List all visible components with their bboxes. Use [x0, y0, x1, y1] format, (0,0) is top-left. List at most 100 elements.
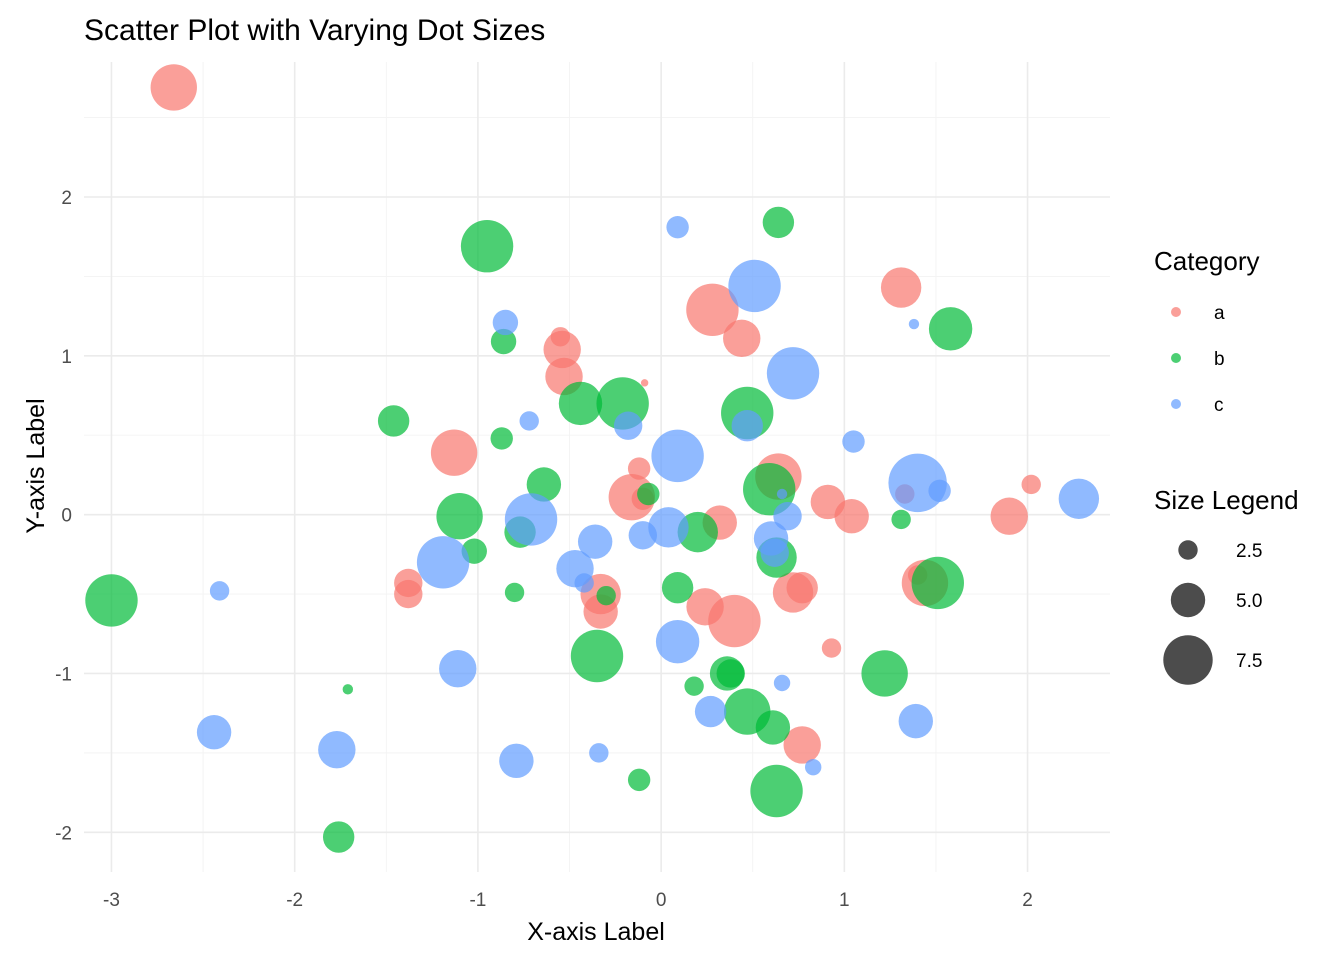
size-legend-label: 2.5 [1236, 541, 1262, 562]
data-point-a [880, 267, 922, 308]
data-point-b [661, 572, 694, 604]
data-point-a [834, 499, 869, 534]
data-point-b [526, 467, 562, 502]
data-point-c [574, 573, 594, 593]
y-tick-label: -1 [55, 664, 72, 685]
data-point-a [708, 594, 761, 648]
x-tick-label: -1 [469, 890, 486, 911]
data-point-b [891, 509, 911, 530]
size-legend-entries: 2.5 5.0 7.5 [1163, 540, 1262, 685]
color-legend-title: Category [1154, 246, 1260, 276]
data-point-b [596, 585, 616, 606]
data-point-c [760, 538, 789, 567]
data-point-b [377, 405, 410, 437]
y-tick-label: 1 [61, 347, 72, 368]
data-point-b [436, 493, 483, 540]
data-point-a [723, 319, 761, 358]
data-point-a [990, 497, 1028, 535]
size-legend-key [1178, 540, 1198, 560]
data-point-b [322, 821, 355, 853]
data-point-b [716, 659, 745, 688]
data-point-c [773, 674, 791, 692]
data-point-b [342, 684, 354, 695]
data-point-b [750, 764, 803, 818]
data-point-c [577, 524, 613, 559]
data-point-b [637, 482, 660, 506]
data-point-c [766, 347, 820, 400]
data-point-a [430, 429, 478, 476]
data-point-b [460, 220, 514, 273]
data-point-c [416, 536, 470, 589]
y-tick-label: 2 [61, 188, 72, 209]
data-point-b [762, 206, 795, 239]
data-point-c [318, 731, 356, 769]
chart-title: Scatter Plot with Varying Dot Sizes [84, 14, 545, 47]
x-tick-label: 2 [1022, 890, 1033, 911]
data-point-b [85, 574, 138, 627]
data-point-c [898, 703, 933, 739]
data-point-a [543, 330, 581, 369]
color-legend-label: a [1214, 303, 1225, 324]
size-legend-label: 5.0 [1236, 591, 1262, 612]
data-point-c [655, 620, 700, 664]
x-axis-title: X-axis Label [527, 918, 665, 946]
data-point-a [786, 572, 818, 604]
data-point-c [439, 650, 477, 688]
data-point-c [728, 259, 781, 313]
data-point-c [928, 479, 951, 503]
color-legend-key-c [1171, 399, 1181, 409]
axes: -3 -2 -1 0 1 2 -2 -1 0 1 2 [55, 188, 1033, 911]
data-point-a [1021, 474, 1041, 495]
y-axis-title: Y-axis Label [22, 398, 50, 533]
color-legend-entries: a b c [1171, 303, 1225, 416]
y-tick-label: 0 [61, 506, 72, 527]
data-point-c [492, 309, 519, 336]
data-point-b [490, 427, 513, 450]
data-point-c [908, 318, 920, 330]
x-tick-label: 0 [656, 890, 667, 911]
data-point-a [640, 379, 649, 387]
size-legend-key [1170, 582, 1206, 618]
data-point-a [394, 579, 423, 609]
data-point-b [490, 328, 517, 355]
data-point-c [694, 695, 727, 728]
data-point-c [613, 411, 643, 440]
data-point-a [686, 283, 739, 336]
x-tick-label: -2 [286, 890, 303, 911]
data-point-b [911, 556, 964, 610]
data-point-b [558, 381, 603, 426]
color-legend-key-b [1171, 353, 1181, 363]
x-tick-label: 1 [839, 890, 850, 911]
color-legend-label: b [1214, 349, 1225, 370]
data-point-b [504, 582, 525, 603]
data-point-b [627, 768, 651, 792]
data-point-c [651, 429, 704, 483]
data-point-c [648, 507, 689, 548]
data-point-b [861, 650, 908, 697]
color-legend-key-a [1171, 307, 1181, 317]
data-point-c [504, 493, 558, 546]
data-point-b [743, 463, 796, 516]
x-tick-label: -3 [103, 890, 120, 911]
data-point-c [804, 758, 822, 776]
size-legend-key [1163, 635, 1213, 685]
data-point-a [150, 64, 197, 111]
data-point-c [519, 411, 539, 431]
data-point-c [842, 430, 865, 453]
data-point-b [684, 676, 704, 696]
data-point-b [928, 307, 973, 351]
color-legend-label: c [1214, 395, 1224, 416]
y-tick-label: -2 [55, 823, 72, 844]
data-point-a [821, 638, 842, 658]
data-points [85, 64, 1100, 853]
data-point-c [776, 488, 788, 500]
data-point-c [209, 581, 230, 601]
data-point-c [1058, 478, 1100, 519]
data-point-c [628, 521, 658, 550]
legend: Category a b c Size Legend 2.5 5.0 7.5 [1154, 246, 1299, 685]
data-point-c [499, 743, 534, 779]
data-point-c [589, 743, 609, 763]
data-point-c [731, 410, 763, 442]
